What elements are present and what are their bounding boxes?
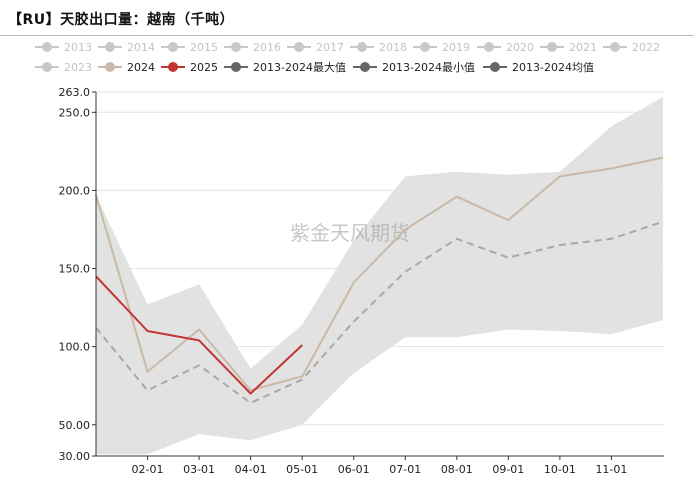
series-line-2024: [95, 156, 664, 392]
x-tick-label: 11-01: [595, 463, 627, 476]
y-tick-label: 200.0: [59, 184, 91, 197]
series-line-2025: [95, 275, 303, 395]
legend-item-2024[interactable]: 2024: [98, 58, 155, 76]
legend-marker-icon: [98, 42, 122, 52]
legend-marker-icon: [477, 42, 501, 52]
y-tick-label: 100.0: [59, 341, 91, 354]
legend-item-2015[interactable]: 2015: [161, 38, 218, 56]
x-tick-label: 06-01: [338, 463, 370, 476]
x-tick-label: 02-01: [132, 463, 164, 476]
x-tick-label: 05-01: [286, 463, 318, 476]
legend-item-2020[interactable]: 2020: [477, 38, 534, 56]
x-tick-label: 08-01: [441, 463, 473, 476]
range-band: [96, 96, 663, 455]
legend-label: 2023: [64, 60, 92, 74]
legend-item-2018[interactable]: 2018: [350, 38, 407, 56]
legend-marker-icon: [224, 62, 248, 72]
legend-item-2013-2024最大值[interactable]: 2013-2024最大值: [224, 58, 346, 76]
y-tick-label: 50.00: [59, 419, 91, 432]
legend-label: 2019: [442, 40, 470, 54]
legend-label: 2013: [64, 40, 92, 54]
legend-marker-icon: [540, 42, 564, 52]
y-tick-label: 30.00: [59, 450, 91, 463]
legend-marker-icon: [287, 42, 311, 52]
legend-label: 2025: [190, 60, 218, 74]
legend-item-2023[interactable]: 2023: [35, 58, 92, 76]
legend-marker-icon: [98, 62, 122, 72]
legend-item-2013[interactable]: 2013: [35, 38, 92, 56]
legend-item-2013-2024均值[interactable]: 2013-2024均值: [483, 58, 594, 76]
legend-marker-icon: [35, 62, 59, 72]
x-tick-label: 07-01: [389, 463, 421, 476]
legend-marker-icon: [35, 42, 59, 52]
title-divider: [0, 35, 694, 36]
legend-item-2019[interactable]: 2019: [413, 38, 470, 56]
y-tick-label: 250.0: [59, 106, 91, 119]
legend-item-2022[interactable]: 2022: [603, 38, 660, 56]
legend-label: 2013-2024最大值: [253, 61, 346, 74]
legend-label: 2014: [127, 40, 155, 54]
legend-item-2013-2024最小值[interactable]: 2013-2024最小值: [353, 58, 475, 76]
legend-label: 2013-2024均值: [512, 61, 594, 74]
legend-item-2014[interactable]: 2014: [98, 38, 155, 56]
chart-title: 【RU】天胶出口量：越南（千吨）: [8, 12, 235, 28]
legend-item-2017[interactable]: 2017: [287, 38, 344, 56]
legend-label: 2022: [632, 40, 660, 54]
legend-item-2016[interactable]: 2016: [224, 38, 281, 56]
series-line-2013-2024均值: [95, 220, 664, 404]
legend-marker-icon: [161, 42, 185, 52]
legend-marker-icon: [353, 62, 377, 72]
legend-label: 2018: [379, 40, 407, 54]
y-tick-label: 150.0: [59, 263, 91, 276]
x-tick-label: 09-01: [492, 463, 524, 476]
legend-marker-icon: [224, 42, 248, 52]
legend-marker-icon: [603, 42, 627, 52]
chart-legend: 2013 2014 2015 2016 2017 2018 2019 2020 2021 2022…: [0, 38, 700, 82]
legend-label: 2024: [127, 60, 155, 74]
x-tick-label: 04-01: [235, 463, 267, 476]
legend-label: 2020: [506, 40, 534, 54]
legend-label: 2017: [316, 40, 344, 54]
legend-label: 2015: [190, 40, 218, 54]
legend-label: 2016: [253, 40, 281, 54]
legend-label: 2013-2024最小值: [382, 61, 475, 74]
legend-label: 2021: [569, 40, 597, 54]
watermark: 紫金天风期货: [290, 221, 410, 245]
legend-marker-icon: [350, 42, 374, 52]
y-tick-label: 263.0: [59, 86, 91, 99]
legend-marker-icon: [413, 42, 437, 52]
legend-marker-icon: [483, 62, 507, 72]
legend-item-2021[interactable]: 2021: [540, 38, 597, 56]
legend-marker-icon: [161, 62, 185, 72]
x-tick-label: 10-01: [544, 463, 576, 476]
x-tick-label: 03-01: [183, 463, 215, 476]
legend-item-2025[interactable]: 2025: [161, 58, 218, 76]
